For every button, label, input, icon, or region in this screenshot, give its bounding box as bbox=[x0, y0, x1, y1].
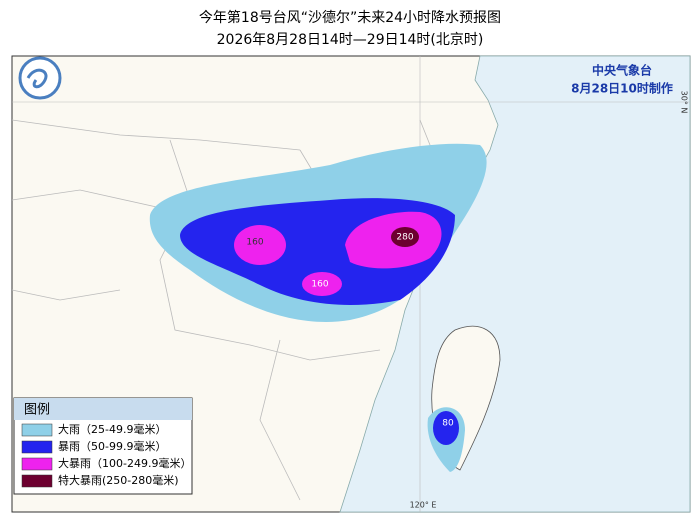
latitude-label: 30° N bbox=[680, 91, 689, 114]
legend-swatch bbox=[21, 457, 53, 471]
legend-item: 大暴雨（100-249.9毫米） bbox=[58, 456, 191, 470]
legend-swatch bbox=[21, 423, 53, 437]
legend-item: 特大暴雨(250-280毫米) bbox=[58, 473, 179, 487]
map-label: 160 bbox=[311, 280, 328, 290]
legend-title: 图例 bbox=[24, 403, 50, 418]
logo bbox=[18, 56, 62, 100]
legend-item: 大雨（25-49.9毫米） bbox=[58, 422, 166, 436]
legend-swatch bbox=[21, 474, 53, 488]
rain-extreme bbox=[391, 227, 419, 247]
legend-header bbox=[14, 398, 192, 420]
agency: 中央气象台 bbox=[592, 63, 652, 78]
legend-item: 暴雨（50-99.9毫米） bbox=[58, 439, 166, 453]
title: 今年第18号台风“沙德尔”未来24小时降水预报图 bbox=[199, 9, 501, 26]
map-label: 280 bbox=[396, 233, 413, 243]
rain-heavy-storm bbox=[302, 272, 342, 296]
rain-heavy-storm bbox=[234, 225, 286, 265]
issued: 8月28日10时制作 bbox=[571, 81, 673, 96]
subtitle: 2026年8月28日14时—29日14时(北京时) bbox=[217, 32, 484, 48]
longitude-label: 120° E bbox=[410, 501, 437, 510]
map-label: 160 bbox=[246, 238, 263, 248]
logo-mark bbox=[26, 68, 48, 89]
map-label: 80 bbox=[442, 419, 454, 429]
legend: 图例 大雨（25-49.9毫米） 暴雨（50-99.9毫米） 大暴雨（100-2… bbox=[13, 397, 193, 495]
rain-storm bbox=[433, 411, 459, 445]
map: 160 160 280 80 中央气象台 8月28日10时制作 30° N 12… bbox=[11, 55, 691, 513]
legend-swatch bbox=[21, 440, 53, 454]
